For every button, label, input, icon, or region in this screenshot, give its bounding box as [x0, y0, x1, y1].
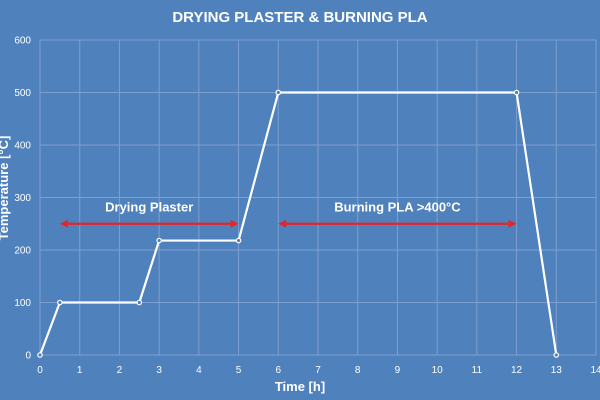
y-tick-label: 500: [14, 88, 31, 99]
x-tick-label: 13: [551, 365, 563, 376]
data-point: [57, 299, 63, 306]
data-point: [275, 89, 282, 96]
y-tick-label: 100: [14, 298, 31, 309]
series-temperature: [37, 89, 560, 358]
x-tick-label: 14: [590, 365, 600, 376]
data-point: [513, 89, 520, 96]
annotation-label: Burning PLA >400°C: [334, 200, 461, 215]
y-tick-label: 0: [25, 351, 31, 362]
arrowhead-right: [230, 219, 239, 228]
y-tick-label: 300: [14, 193, 31, 204]
series-line: [38, 91, 558, 356]
data-point: [235, 237, 242, 244]
x-tick-label: 12: [511, 365, 523, 376]
gridlines: [39, 39, 597, 356]
x-tick-label: 10: [432, 365, 444, 376]
y-tick-label: 400: [14, 141, 31, 152]
x-axis-title: Time [h]: [275, 379, 325, 394]
annotation-arrow: Burning PLA >400°C: [278, 200, 517, 228]
data-point: [136, 299, 143, 306]
arrowhead-left: [278, 219, 287, 228]
chart-title: DRYING PLASTER & BURNING PLA: [172, 9, 427, 26]
x-tick-label: 5: [236, 365, 242, 376]
x-tick-label: 1: [77, 365, 83, 376]
annotation-label: Drying Plaster: [105, 200, 193, 215]
y-tick-label: 600: [14, 36, 31, 47]
x-tick-label: 9: [395, 365, 401, 376]
x-tick-label: 11: [472, 365, 483, 376]
x-tick-label: 0: [37, 365, 43, 376]
x-tick-label: 6: [276, 365, 282, 376]
data-point: [553, 352, 560, 358]
arrowhead-right: [508, 219, 517, 228]
x-tick-label: 2: [117, 365, 123, 376]
x-tick-label: 8: [355, 365, 361, 376]
y-tick-label: 200: [14, 246, 31, 257]
data-point: [156, 237, 162, 244]
x-tick-label: 4: [196, 365, 202, 376]
x-tick-label: 7: [315, 365, 321, 376]
data-point: [37, 352, 43, 358]
x-tick-label: 3: [156, 365, 162, 376]
annotation-arrow: Drying Plaster: [59, 200, 239, 228]
arrowhead-left: [59, 219, 68, 228]
annotations: Drying Plaster Burning PLA >400°C: [59, 200, 517, 228]
y-axis-title: Temperature [°C]: [0, 136, 11, 241]
